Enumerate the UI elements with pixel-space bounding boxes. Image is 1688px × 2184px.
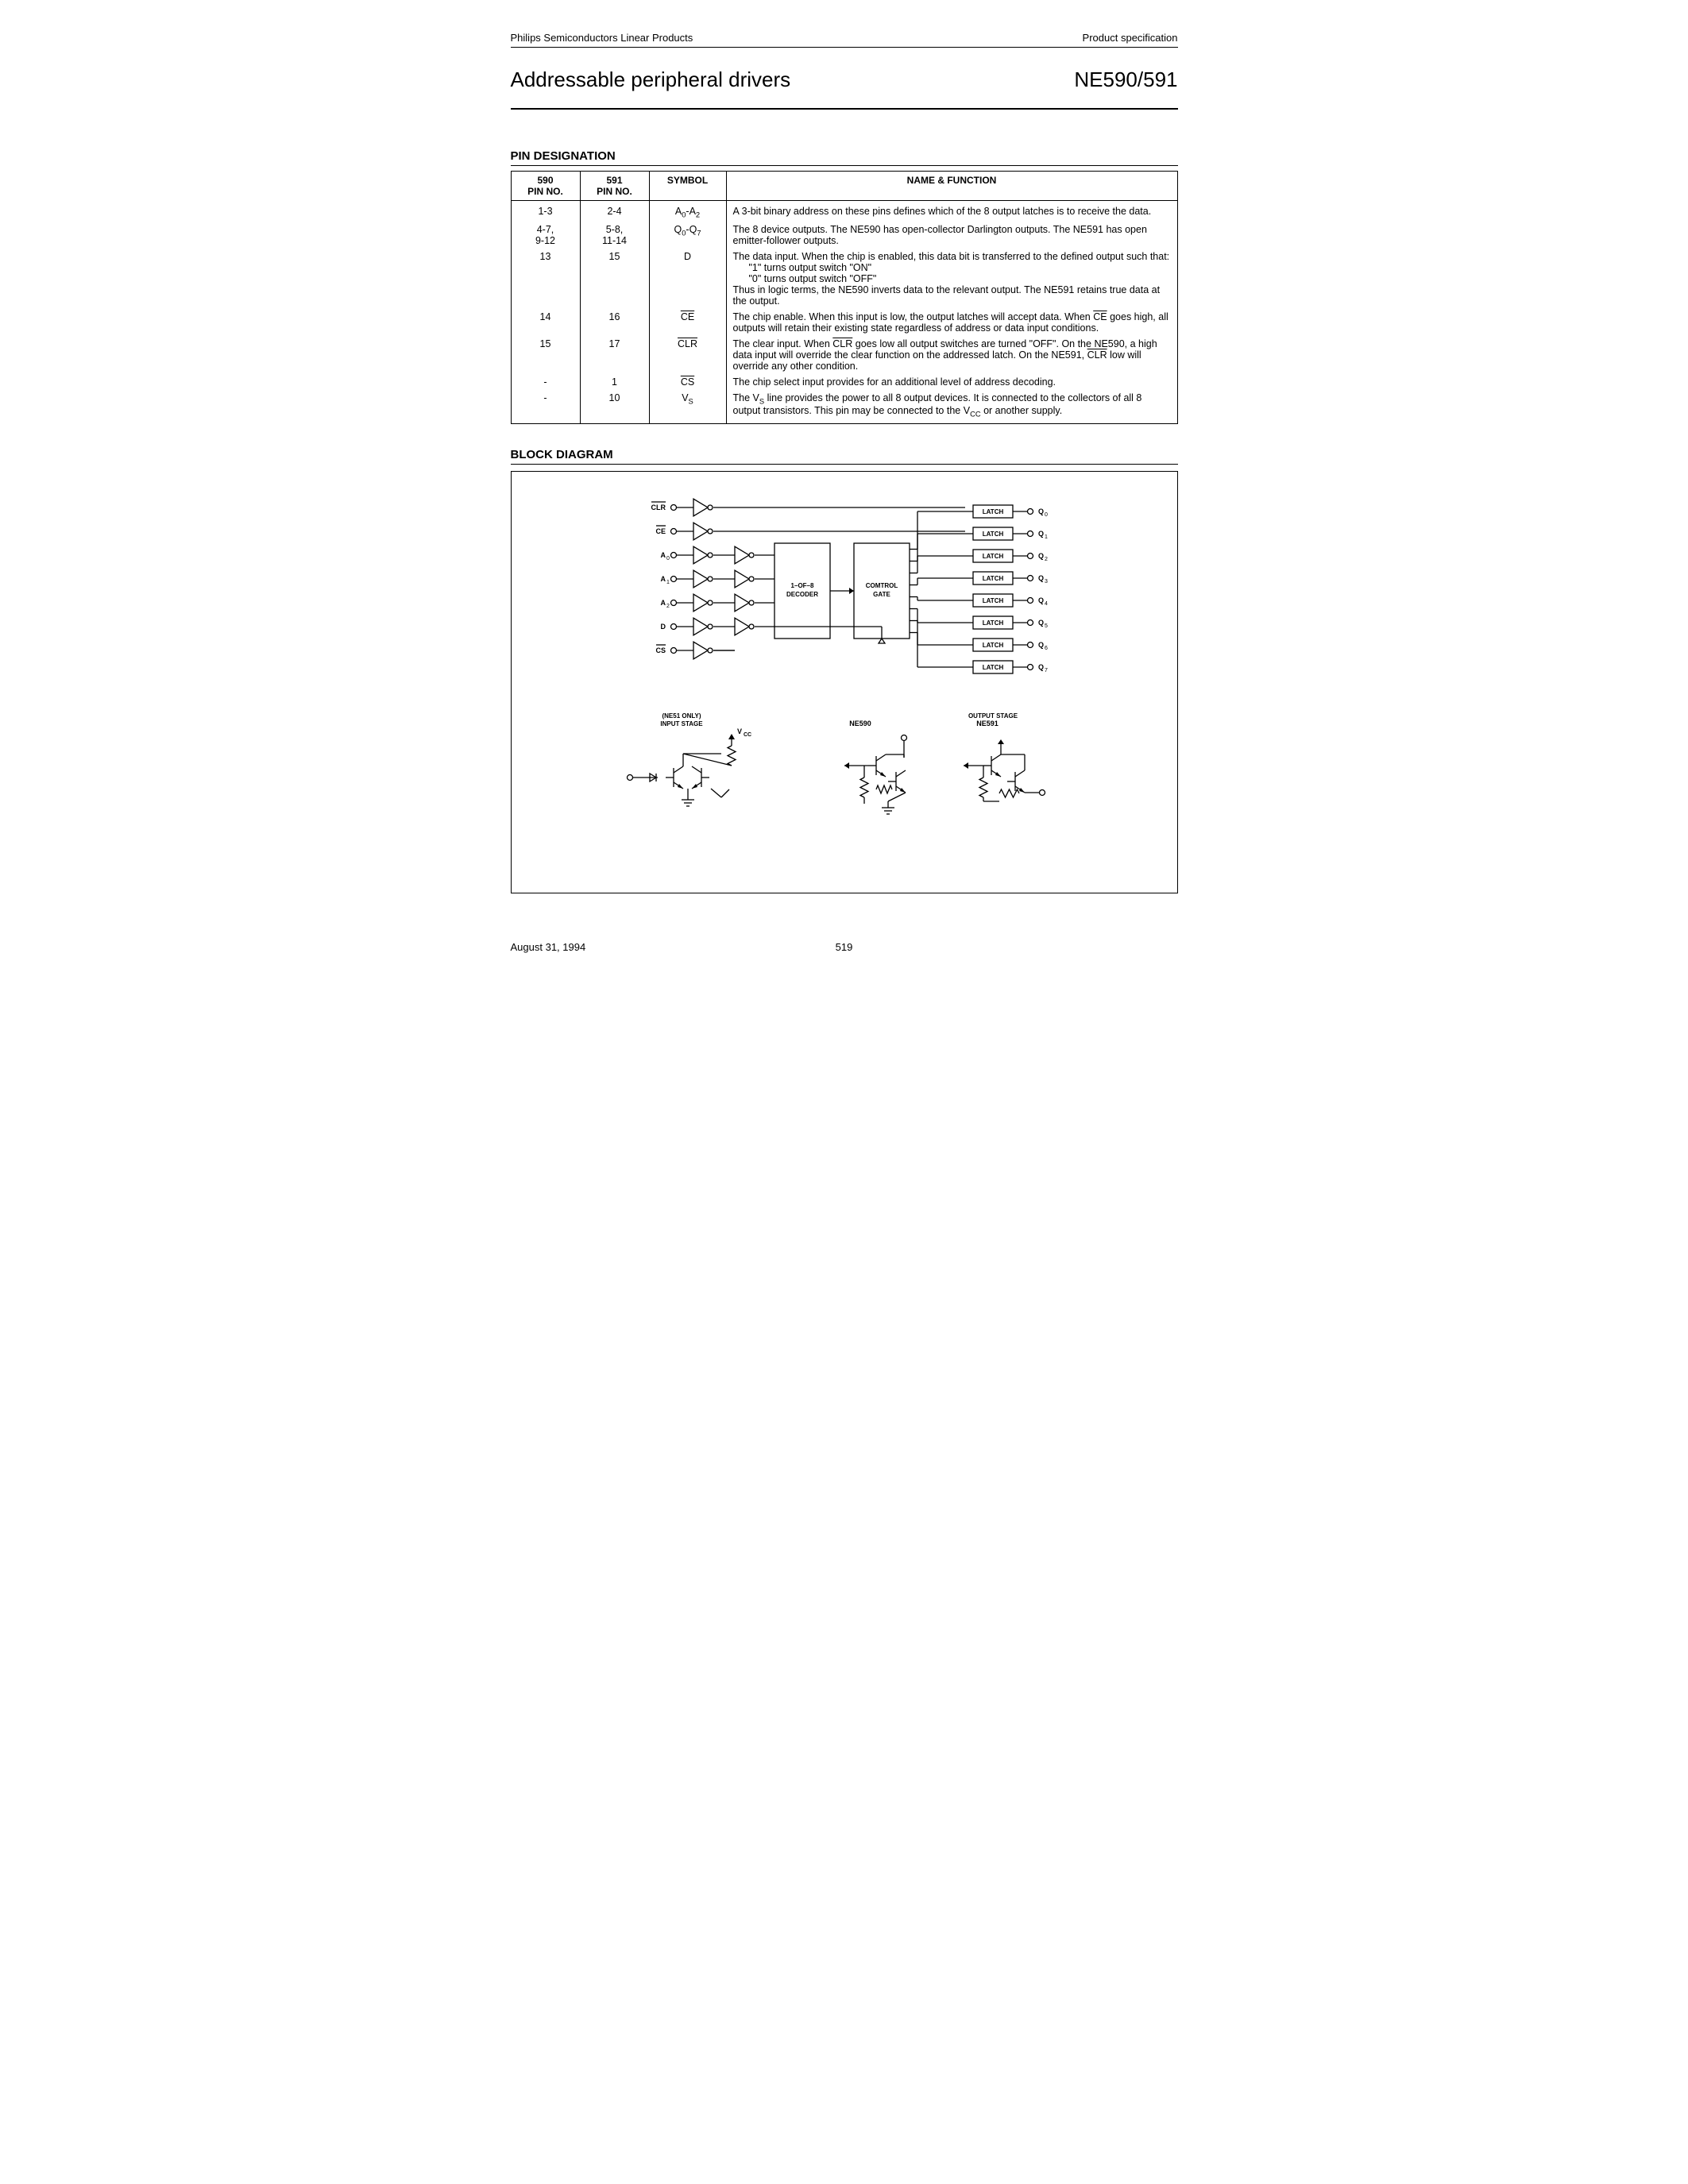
- svg-text:NE591: NE591: [976, 720, 999, 727]
- svg-text:A: A: [660, 551, 666, 559]
- svg-text:0: 0: [1045, 512, 1048, 518]
- svg-text:OUTPUT STAGE: OUTPUT STAGE: [968, 712, 1018, 720]
- table-row: 1-32-4A0-A2A 3-bit binary address on the…: [511, 201, 1177, 222]
- block-diagram-container: CLRCEA0A1A2DCS1–OF–8DECODERCOMTROLGATELA…: [511, 471, 1178, 893]
- pin-designation-heading: PIN DESIGNATION: [511, 149, 1178, 166]
- svg-text:1–OF–8: 1–OF–8: [790, 582, 813, 589]
- svg-text:GATE: GATE: [873, 591, 890, 598]
- table-row: 1416CEThe chip enable. When this input i…: [511, 309, 1177, 336]
- svg-text:LATCH: LATCH: [982, 575, 1003, 582]
- svg-text:LATCH: LATCH: [982, 531, 1003, 538]
- svg-text:(NE51 ONLY): (NE51 ONLY): [662, 712, 701, 720]
- svg-text:Q: Q: [1038, 619, 1044, 627]
- col-symbol: SYMBOL: [649, 172, 726, 201]
- col-590: 590PIN NO.: [511, 172, 580, 201]
- svg-text:LATCH: LATCH: [982, 664, 1003, 671]
- svg-text:LATCH: LATCH: [982, 619, 1003, 627]
- table-row: 4-7,9-125-8,11-14Q0-Q7The 8 device outpu…: [511, 222, 1177, 249]
- svg-text:6: 6: [1045, 646, 1048, 651]
- svg-text:COMTROL: COMTROL: [865, 582, 898, 589]
- footer-date: August 31, 1994: [511, 941, 586, 953]
- header-left: Philips Semiconductors Linear Products: [511, 32, 693, 44]
- svg-text:Q: Q: [1038, 530, 1044, 538]
- svg-text:DECODER: DECODER: [786, 591, 817, 598]
- svg-text:CS: CS: [655, 646, 666, 654]
- svg-text:Q: Q: [1038, 663, 1044, 671]
- footer-page-number: 519: [836, 941, 853, 953]
- svg-text:0: 0: [666, 556, 670, 561]
- svg-text:1: 1: [666, 580, 670, 585]
- svg-text:D: D: [660, 623, 666, 631]
- svg-text:V: V: [737, 727, 742, 735]
- table-row: 1315DThe data input. When the chip is en…: [511, 249, 1177, 309]
- svg-text:5: 5: [1045, 623, 1048, 629]
- svg-text:LATCH: LATCH: [982, 553, 1003, 560]
- svg-text:4: 4: [1045, 601, 1048, 607]
- svg-text:LATCH: LATCH: [982, 597, 1003, 604]
- pin-designation-table: 590PIN NO. 591PIN NO. SYMBOL NAME & FUNC…: [511, 171, 1178, 424]
- table-row: 1517CLRThe clear input. When CLR goes lo…: [511, 336, 1177, 374]
- block-diagram-svg: CLRCEA0A1A2DCS1–OF–8DECODERCOMTROLGATELA…: [558, 492, 1130, 873]
- svg-text:A: A: [660, 599, 666, 607]
- svg-text:3: 3: [1045, 579, 1048, 585]
- svg-text:INPUT STAGE: INPUT STAGE: [660, 720, 703, 727]
- svg-text:NE590: NE590: [849, 720, 871, 727]
- col-name-function: NAME & FUNCTION: [726, 172, 1177, 201]
- svg-text:7: 7: [1045, 668, 1048, 673]
- col-591: 591PIN NO.: [580, 172, 649, 201]
- svg-text:A: A: [660, 575, 666, 583]
- svg-text:1: 1: [1045, 534, 1048, 540]
- svg-text:Q: Q: [1038, 596, 1044, 604]
- table-row: -1CSThe chip select input provides for a…: [511, 374, 1177, 390]
- page-title: Addressable peripheral drivers: [511, 68, 791, 92]
- svg-text:Q: Q: [1038, 641, 1044, 649]
- svg-text:CE: CE: [655, 527, 666, 535]
- svg-text:2: 2: [1045, 557, 1048, 562]
- svg-text:Q: Q: [1038, 552, 1044, 560]
- table-row: -10VSThe VS line provides the power to a…: [511, 390, 1177, 424]
- svg-text:Q: Q: [1038, 507, 1044, 515]
- svg-text:Q: Q: [1038, 574, 1044, 582]
- svg-text:LATCH: LATCH: [982, 642, 1003, 649]
- header-right: Product specification: [1083, 32, 1178, 44]
- svg-text:CC: CC: [744, 732, 751, 738]
- block-diagram-heading: BLOCK DIAGRAM: [511, 448, 1178, 465]
- svg-text:CLR: CLR: [651, 504, 666, 511]
- svg-text:2: 2: [666, 604, 670, 609]
- svg-text:LATCH: LATCH: [982, 508, 1003, 515]
- part-number: NE590/591: [1074, 68, 1177, 92]
